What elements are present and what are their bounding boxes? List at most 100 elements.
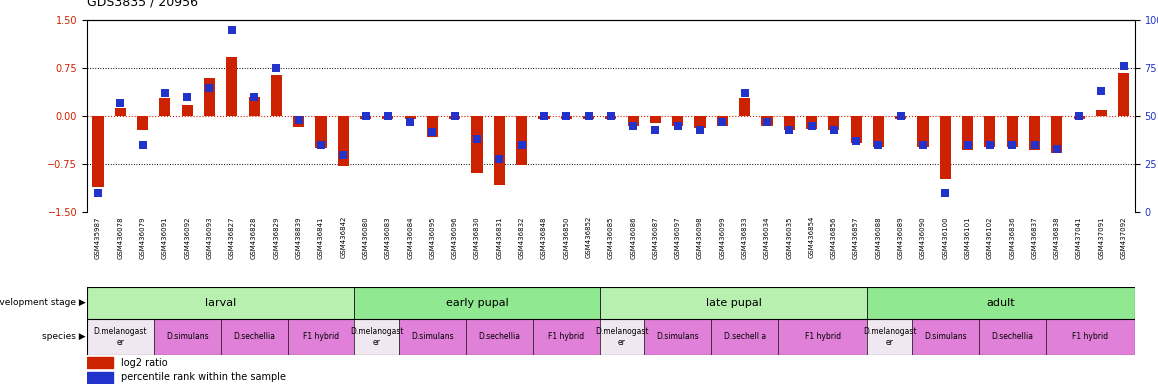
Point (602, 113, 621, 119)
Bar (204, 78, 215, 116)
Text: GSM436830: GSM436830 (474, 216, 481, 259)
Point (824, 127, 843, 133)
Bar (293, 116, 305, 127)
Point (557, 113, 576, 119)
Text: GSM437092: GSM437092 (1121, 216, 1127, 258)
Text: GSM437041: GSM437041 (1076, 216, 1082, 258)
Text: GSM436093: GSM436093 (206, 216, 212, 259)
Text: GSM436091: GSM436091 (162, 216, 168, 259)
Text: GSM436100: GSM436100 (943, 216, 948, 259)
Text: adult: adult (987, 298, 1016, 308)
Bar (538, 116, 550, 119)
Text: GSM436099: GSM436099 (719, 216, 725, 259)
Text: D.sechell a: D.sechell a (724, 333, 765, 341)
FancyBboxPatch shape (867, 287, 1135, 319)
Text: D.sechellia: D.sechellia (233, 333, 276, 341)
Bar (404, 116, 416, 119)
Point (802, 123, 821, 129)
Point (155, 90, 174, 96)
Text: GSM436828: GSM436828 (251, 216, 257, 258)
Point (423, 129, 441, 135)
Point (379, 113, 397, 119)
Bar (717, 116, 728, 126)
Text: D.simulans: D.simulans (411, 333, 454, 341)
Point (780, 127, 799, 133)
Text: F1 hybrid: F1 hybrid (303, 333, 339, 341)
Point (1070, 113, 1089, 119)
Bar (1095, 110, 1107, 116)
FancyBboxPatch shape (1046, 319, 1135, 355)
Text: GDS3835 / 20956: GDS3835 / 20956 (87, 0, 198, 9)
Point (936, 190, 954, 196)
Bar (115, 108, 126, 116)
Text: GSM435987: GSM435987 (95, 216, 101, 258)
Bar (917, 116, 929, 147)
Text: GSM436035: GSM436035 (786, 216, 792, 258)
Text: GSM436086: GSM436086 (630, 216, 636, 259)
Bar (382, 116, 394, 119)
Point (222, 27, 241, 33)
Text: GSM436090: GSM436090 (919, 216, 926, 259)
Bar (828, 116, 840, 131)
Text: percentile rank within the sample: percentile rank within the sample (122, 372, 286, 382)
Bar (582, 116, 594, 119)
Bar (338, 116, 349, 166)
Text: GSM436080: GSM436080 (362, 216, 368, 259)
Point (691, 127, 710, 133)
Bar (940, 116, 951, 179)
Text: late pupal: late pupal (705, 298, 762, 308)
Bar (560, 116, 572, 119)
Bar (1051, 116, 1062, 154)
Bar (427, 116, 438, 137)
Text: development stage ▶: development stage ▶ (0, 298, 86, 308)
Text: GSM436836: GSM436836 (1010, 216, 1016, 259)
Text: GSM436079: GSM436079 (140, 216, 146, 259)
Bar (1073, 116, 1085, 119)
Text: GSM436848: GSM436848 (541, 216, 547, 258)
Text: D.simulans: D.simulans (924, 333, 967, 341)
Text: GSM436827: GSM436827 (229, 216, 235, 258)
Text: GSM436087: GSM436087 (652, 216, 659, 259)
Text: GSM436841: GSM436841 (318, 216, 324, 258)
Text: D.simulans: D.simulans (657, 333, 699, 341)
Text: GSM436842: GSM436842 (340, 216, 346, 258)
Text: GSM436831: GSM436831 (497, 216, 503, 259)
Text: GSM436837: GSM436837 (1032, 216, 1038, 259)
Bar (87, 357, 113, 368)
Text: GSM436092: GSM436092 (184, 216, 190, 258)
Bar (160, 98, 170, 116)
Bar (695, 116, 705, 128)
Point (1048, 146, 1067, 152)
Text: GSM436085: GSM436085 (608, 216, 614, 258)
Text: species ▶: species ▶ (42, 333, 86, 341)
Text: D.simulans: D.simulans (166, 333, 208, 341)
Point (914, 142, 932, 148)
FancyBboxPatch shape (354, 287, 600, 319)
Text: GSM436102: GSM436102 (987, 216, 992, 258)
Point (1003, 142, 1021, 148)
FancyBboxPatch shape (711, 319, 778, 355)
Text: GSM436084: GSM436084 (408, 216, 413, 258)
Point (312, 142, 330, 148)
Bar (650, 116, 661, 123)
Text: GSM436850: GSM436850 (563, 216, 570, 258)
Text: GSM438839: GSM438839 (295, 216, 302, 259)
Bar (137, 116, 148, 131)
FancyBboxPatch shape (979, 319, 1046, 355)
FancyBboxPatch shape (154, 319, 221, 355)
Bar (850, 116, 862, 143)
Text: D.melanogast
er: D.melanogast er (350, 327, 403, 347)
FancyBboxPatch shape (87, 287, 354, 319)
Point (178, 94, 197, 100)
Point (579, 113, 598, 119)
Bar (984, 116, 996, 147)
Text: GSM436098: GSM436098 (697, 216, 703, 259)
Bar (226, 58, 237, 116)
Text: D.sechellia: D.sechellia (991, 333, 1033, 341)
Bar (493, 116, 505, 185)
Text: GSM436034: GSM436034 (764, 216, 770, 258)
Text: GSM437091: GSM437091 (1099, 216, 1105, 259)
FancyBboxPatch shape (287, 319, 354, 355)
FancyBboxPatch shape (221, 319, 287, 355)
Text: GSM436832: GSM436832 (519, 216, 525, 258)
